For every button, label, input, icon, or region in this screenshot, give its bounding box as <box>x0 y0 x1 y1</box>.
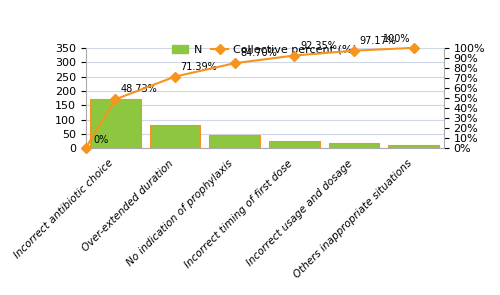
Bar <box>328 143 380 148</box>
Bar <box>269 140 320 148</box>
Bar <box>90 99 140 148</box>
Text: 100%: 100% <box>384 34 411 44</box>
Bar <box>388 145 439 148</box>
Text: 97.17%: 97.17% <box>360 36 397 46</box>
Text: 48.73%: 48.73% <box>121 84 158 94</box>
Text: 92.35%: 92.35% <box>300 41 337 50</box>
Text: 84.70%: 84.70% <box>240 48 277 58</box>
Legend: N, Collective percent (%): N, Collective percent (%) <box>168 40 362 59</box>
Bar <box>210 135 260 148</box>
Text: 0%: 0% <box>94 135 109 145</box>
Text: 71.39%: 71.39% <box>180 62 218 72</box>
Bar <box>150 125 200 148</box>
